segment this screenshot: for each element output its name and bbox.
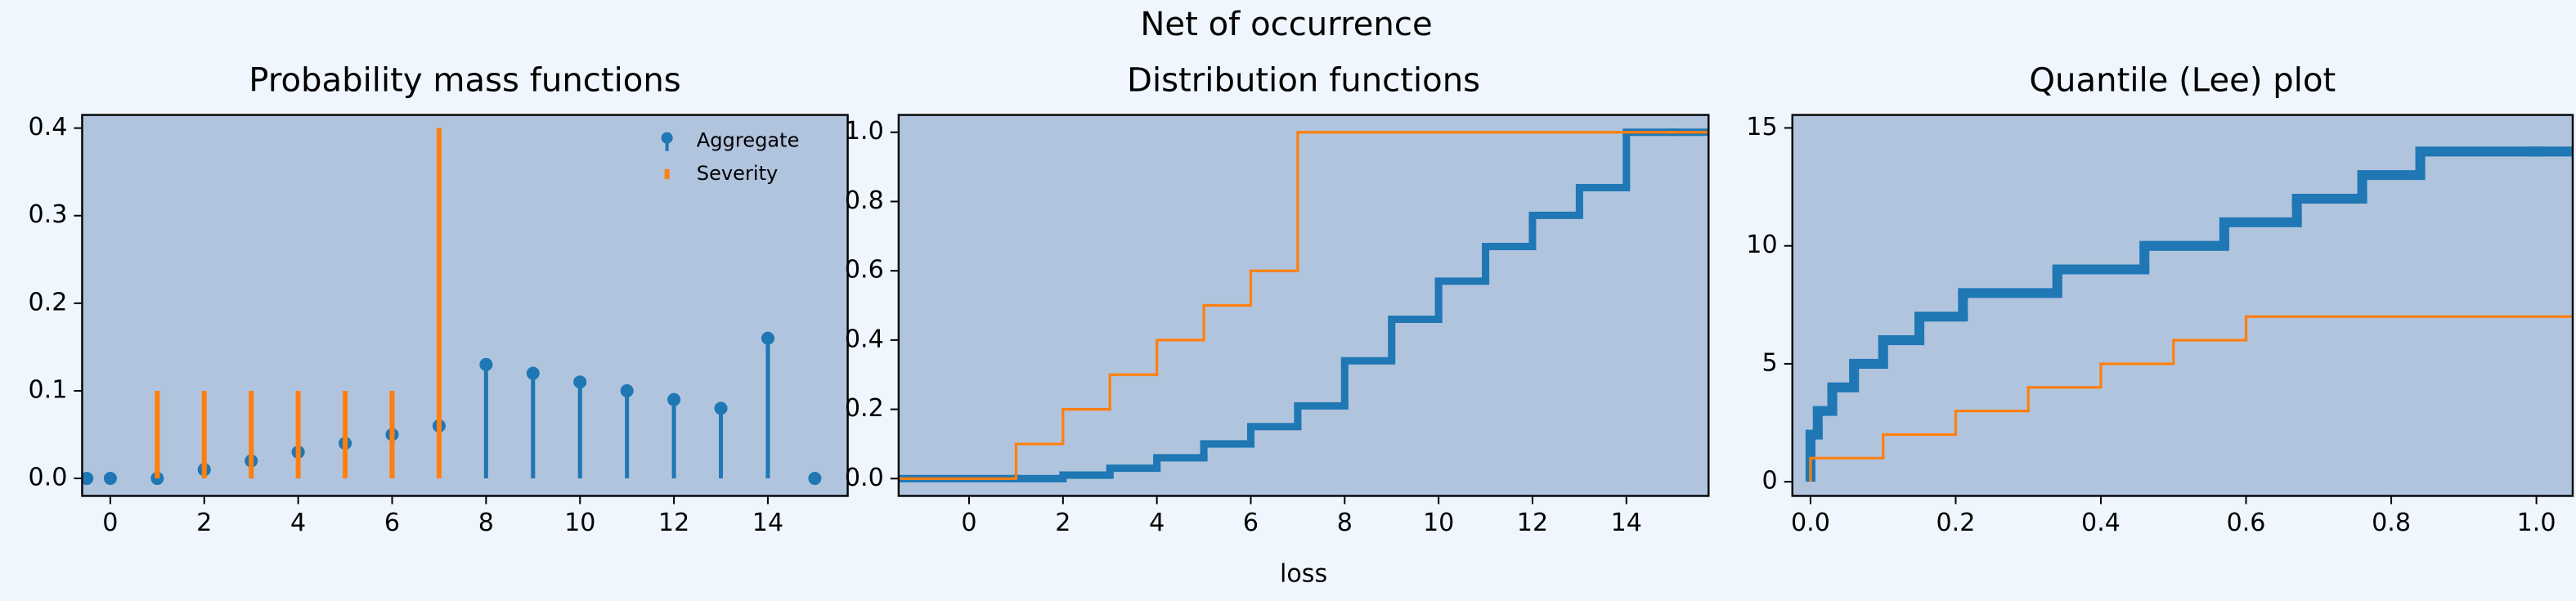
stem-marker <box>808 472 822 486</box>
plot-background <box>1792 114 2573 496</box>
stem-marker <box>573 375 587 389</box>
chart-title: Probability mass functions <box>249 61 680 99</box>
x-tick-label: 2 <box>1055 509 1070 537</box>
x-tick-label: 2 <box>196 509 212 537</box>
x-tick-label: 0.6 <box>2227 509 2266 537</box>
y-tick-label: 15 <box>1746 113 1777 141</box>
x-tick-label: 0.4 <box>2081 509 2120 537</box>
x-tick-label: 0.2 <box>1936 509 1976 537</box>
x-tick-label: 6 <box>384 509 400 537</box>
y-tick-label: 0.2 <box>28 288 67 316</box>
y-tick-label: 0.4 <box>845 325 884 353</box>
x-tick-label: 8 <box>1337 509 1353 537</box>
plot-frame <box>81 114 849 497</box>
y-tick-label: 0.8 <box>845 186 884 215</box>
x-tick-label: 1.0 <box>2517 509 2556 537</box>
x-tick-label: 6 <box>1243 509 1259 537</box>
y-tick-label: 0.1 <box>28 375 67 404</box>
y-tick-label: 0.0 <box>845 464 884 492</box>
plot-area <box>82 128 822 486</box>
y-tick-label: 0.6 <box>845 256 884 285</box>
chart-title: Distribution functions <box>1127 61 1480 99</box>
x-tick-label: 10 <box>1423 509 1454 537</box>
legend-label: Aggregate <box>697 129 800 152</box>
y-tick-label: 5 <box>1761 348 1777 377</box>
stem-marker <box>526 366 540 380</box>
legend-label: Severity <box>697 162 779 185</box>
x-tick-label: 0.8 <box>2372 509 2411 537</box>
y-tick-label: 1.0 <box>845 117 884 146</box>
x-tick-label: 10 <box>564 509 595 537</box>
plot-frame <box>897 114 1710 497</box>
x-tick-label: 8 <box>478 509 494 537</box>
stem-marker <box>479 357 493 371</box>
y-tick-label: 0.2 <box>845 394 884 423</box>
stem-marker <box>103 472 117 486</box>
x-tick-label: 12 <box>658 509 689 537</box>
x-tick-label: 14 <box>1611 509 1642 537</box>
legend-swatch <box>661 132 673 144</box>
x-tick-label: 4 <box>1149 509 1165 537</box>
y-tick-label: 0.3 <box>28 200 67 229</box>
x-tick-label: 0 <box>102 509 118 537</box>
stem-marker <box>761 331 775 345</box>
x-tick-label: 12 <box>1517 509 1548 537</box>
plot-area <box>898 128 1709 482</box>
x-tick-label: 0.0 <box>1791 509 1830 537</box>
stem-marker <box>714 401 728 415</box>
chart-title: Quantile (Lee) plot <box>2029 61 2336 99</box>
x-tick-label: 0 <box>961 509 976 537</box>
x-axis-label: loss <box>1280 559 1327 588</box>
plot-background <box>898 114 1709 496</box>
plot-frame <box>1791 114 2574 497</box>
y-tick-label: 0.0 <box>28 464 67 492</box>
stem-marker <box>620 383 634 397</box>
y-tick-label: 0 <box>1761 467 1777 496</box>
y-tick-label: 10 <box>1746 231 1777 259</box>
suptitle: Net of occurrence <box>1140 6 1432 43</box>
x-tick-label: 4 <box>290 509 306 537</box>
y-tick-label: 0.4 <box>28 113 67 141</box>
stem-marker <box>667 392 681 406</box>
x-tick-label: 14 <box>752 509 783 537</box>
stem-marker <box>82 472 94 486</box>
plot-area <box>1805 146 2573 482</box>
